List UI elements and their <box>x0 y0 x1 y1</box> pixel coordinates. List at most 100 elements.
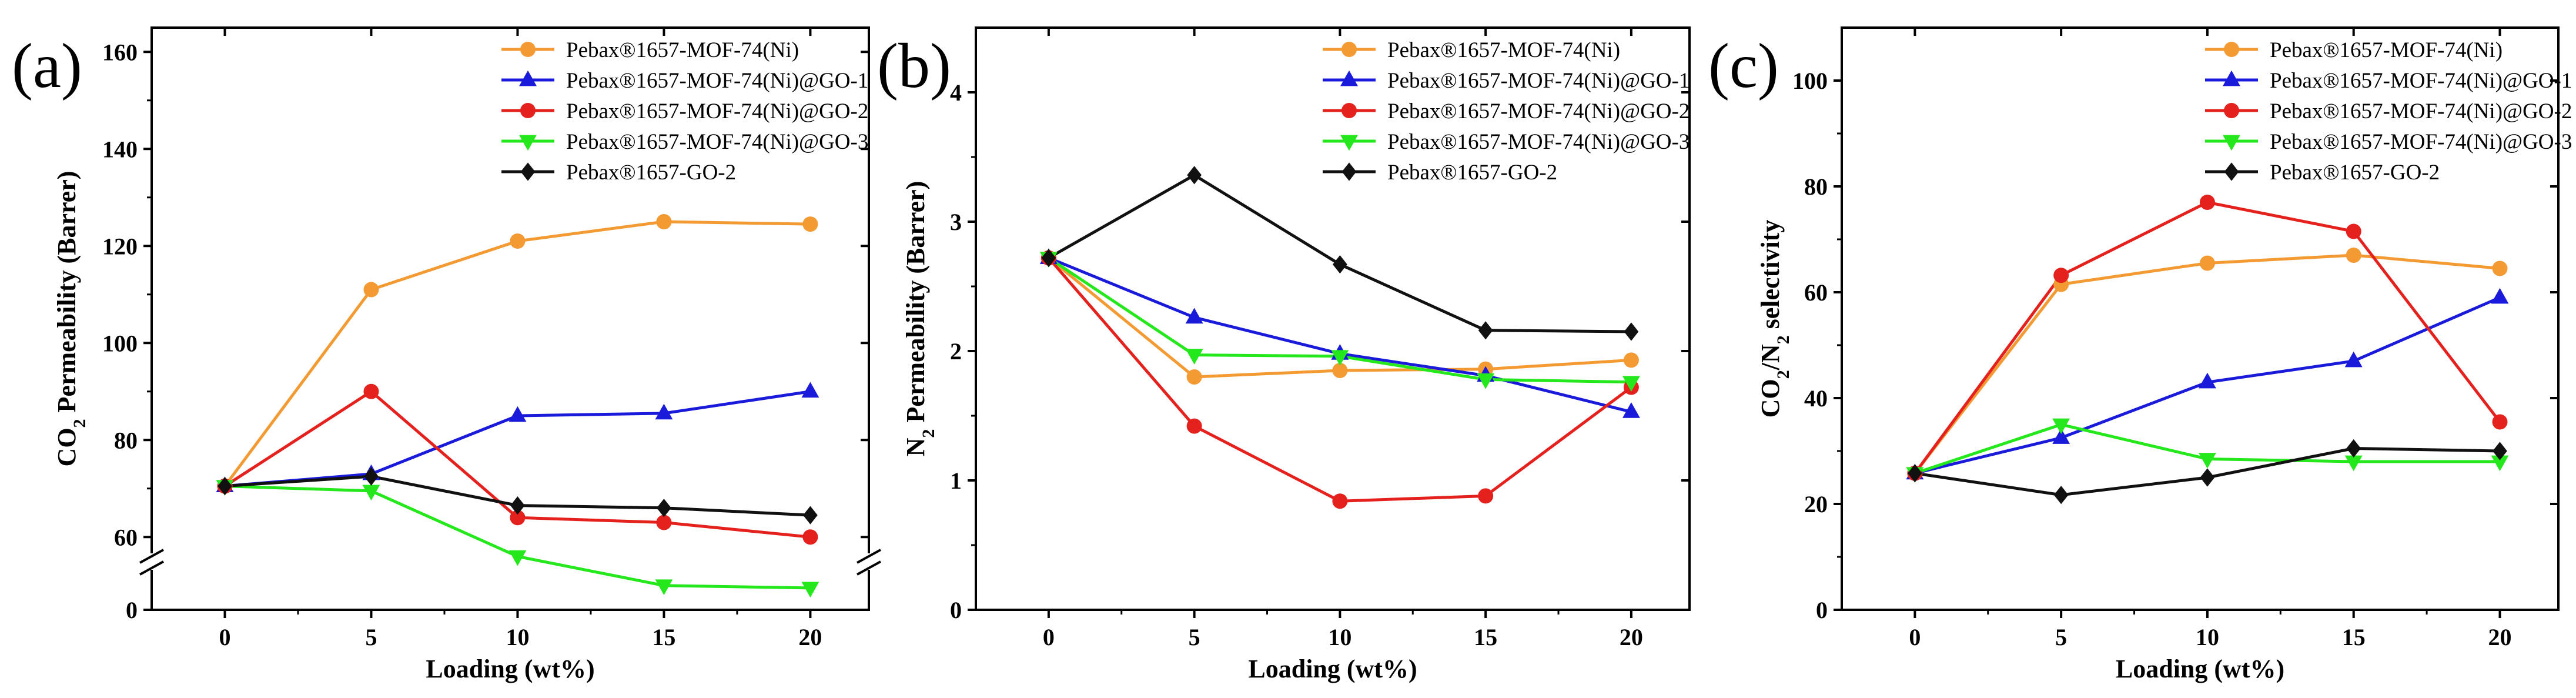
panel-a-series-5-point <box>364 467 379 486</box>
panel-a-y-axis-title-part: Permeability (Barrer) <box>52 171 81 419</box>
panel-a-series-1-point <box>656 214 672 229</box>
panel-b-series-3-point <box>1332 493 1348 509</box>
panel-c-series-2-point <box>2344 351 2363 368</box>
panel-c-series-1-point <box>2199 255 2215 271</box>
panel-a-y-axis-title-part: 2 <box>70 419 89 428</box>
panel-c-series-5-point <box>2493 442 2507 460</box>
panel-b-series-2-point <box>1622 402 1640 418</box>
panel-c-x-tick-label: 10 <box>2196 624 2219 650</box>
panel-c-series-5-point <box>1908 464 1922 483</box>
panel-c: 0 5 10 15 20 0 20 40 60 80 100 Pebax®1657-MOF-74(Ni… <box>1708 26 2572 683</box>
panel-a-legend-entry: Pebax®1657-MOF-74(Ni)@GO-3 <box>566 130 868 154</box>
panel-a-series-4-point <box>655 579 673 595</box>
panel-c-x-axis-title: Loading (wt%) <box>2116 654 2284 683</box>
panel-a-series-5-point <box>510 496 525 515</box>
panel-b-legend-entry: Pebax®1657-GO-2 <box>1387 161 1557 185</box>
panel-a-y-axis-title-part: CO <box>52 428 81 466</box>
panel-c-series-2-point <box>2198 372 2216 389</box>
panel-b-y-axis-title-part: Permeability (Barrer) <box>901 181 930 429</box>
panel-a-y-tick-label: 60 <box>114 524 138 550</box>
panel-b-series-4-point <box>1622 376 1640 392</box>
panel-c-y-axis-title-part: CO <box>1756 379 1785 418</box>
panel-b-y-tick-label: 4 <box>950 79 962 106</box>
panel-b-x-tick-label: 5 <box>1189 624 1200 650</box>
panel-a-y-tick-label-zero: 0 <box>126 597 138 623</box>
panel-a-series-5-point <box>218 477 232 496</box>
panel-c-legend-marker <box>2224 162 2239 181</box>
panel-c-series-line-1 <box>1913 253 2500 475</box>
panel-c-label: (c) <box>1708 31 1779 101</box>
panel-b-legend-entry: Pebax®1657-MOF-74(Ni)@GO-1 <box>1387 69 1690 93</box>
panel-b: 0 5 10 15 20 0 1 2 3 4 Pebax®1657-MOF-74(Ni) Pebax®… <box>877 26 1691 683</box>
panel-b-series-1-point <box>1623 352 1639 368</box>
panel-b-series-5-point <box>1187 166 1202 185</box>
panel-a-series-4-point <box>362 485 380 501</box>
panel-c-legend-marker <box>2224 103 2239 118</box>
panel-a-x-tick-label: 15 <box>652 624 675 650</box>
panel-a-y-tick-label: 100 <box>102 330 138 356</box>
panel-b-series-2-point <box>1185 308 1203 324</box>
panel-c-y-tick-label: 100 <box>1792 68 1828 94</box>
panel-a-series-5-point <box>657 499 671 517</box>
panel-c-series-1-point <box>2492 261 2508 276</box>
panel-a-axis-break-mark <box>139 560 164 576</box>
panel-c-series-2-point <box>2491 288 2509 304</box>
panel-a-x-tick-label: 10 <box>506 624 529 650</box>
panel-b-series-1-point <box>1332 363 1348 378</box>
panel-a-y-tick-label: 160 <box>102 39 138 65</box>
panel-b-series-5-point <box>1333 255 1347 274</box>
panel-b-x-axis-title: Loading (wt%) <box>1248 654 1417 683</box>
panel-b-y-tick-label: 3 <box>950 209 962 235</box>
panel-a-legend-marker <box>519 135 537 151</box>
panel-c-series-3-point <box>2053 268 2069 283</box>
panel-b-series-4-point <box>1477 373 1495 389</box>
panel-c-y-axis-title-part: 2 <box>1774 335 1793 344</box>
panel-c-series-5-point <box>2200 468 2215 487</box>
panel-a-axis-break-mark <box>857 560 881 576</box>
panel-a-series-line-1 <box>223 220 811 487</box>
panel-a-plot-frame <box>150 26 870 611</box>
panel-c-x-tick-label: 15 <box>2342 624 2366 650</box>
panel-a-y-axis-title: CO2 Permeability (Barrer) <box>52 171 89 467</box>
panel-a-x-tick-label: 0 <box>219 624 230 650</box>
panel-a-legend-entry: Pebax®1657-GO-2 <box>566 161 736 185</box>
panel-c-x-tick-label: 0 <box>1909 624 1921 650</box>
panel-a-legend-marker <box>519 70 537 86</box>
panel-b-legend-entry: Pebax®1657-MOF-74(Ni) <box>1387 38 1620 62</box>
panel-b-y-axis-title-part: N <box>901 437 930 456</box>
panel-c-legend-marker <box>2224 42 2239 57</box>
panel-c-y-axis-title: CO2/N2 selectivity <box>1756 220 1793 418</box>
panel-a-legend-marker <box>520 162 536 181</box>
panel-b-series-4-point <box>1185 349 1203 365</box>
panel-a-series-5-point <box>803 506 818 525</box>
panel-b-plot-frame <box>975 26 1691 611</box>
panel-b-legend-entry: Pebax®1657-MOF-74(Ni)@GO-2 <box>1387 99 1690 123</box>
panel-b-series-5-point <box>1624 322 1639 341</box>
panel-b-legend-marker <box>1340 135 1358 151</box>
panel-c-series-2-point <box>2052 428 2070 444</box>
panel-b-y-tick-label: 0 <box>950 597 962 623</box>
panel-c-x-tick-label: 5 <box>2055 624 2067 650</box>
panel-a-legend-marker <box>520 103 536 118</box>
panel-c-y-axis-title-part: selectivity <box>1756 220 1785 336</box>
panel-b-legend-marker <box>1341 103 1357 118</box>
panel-c-y-tick-label: 80 <box>1804 173 1828 200</box>
panel-b-series-5-point <box>1478 321 1493 340</box>
panel-b-y-tick-label: 1 <box>950 467 962 494</box>
panel-b-x-tick-label: 20 <box>1620 624 1643 650</box>
panel-c-legend-entry: Pebax®1657-MOF-74(Ni)@GO-1 <box>2270 69 2572 93</box>
panel-a-label: (a) <box>12 31 82 101</box>
panel-a-legend-marker <box>520 42 536 57</box>
panel-c-series-4-point <box>2052 418 2070 435</box>
panel-c-x-tick-label: 20 <box>2488 624 2511 650</box>
panel-b-legend-marker <box>1341 42 1357 57</box>
panel-a-series-3-point <box>363 383 379 399</box>
panel-a-series-2-point <box>508 406 527 422</box>
panel-c-legend-entry: Pebax®1657-MOF-74(Ni)@GO-2 <box>2270 99 2572 123</box>
panel-b-x-tick-label: 0 <box>1043 624 1055 650</box>
panel-a-series-2-point <box>801 382 819 398</box>
panel-c-series-3-point <box>2199 195 2215 210</box>
panel-a-x-axis-title: Loading (wt%) <box>426 654 594 683</box>
panel-b-series-1-point <box>1186 369 1202 385</box>
